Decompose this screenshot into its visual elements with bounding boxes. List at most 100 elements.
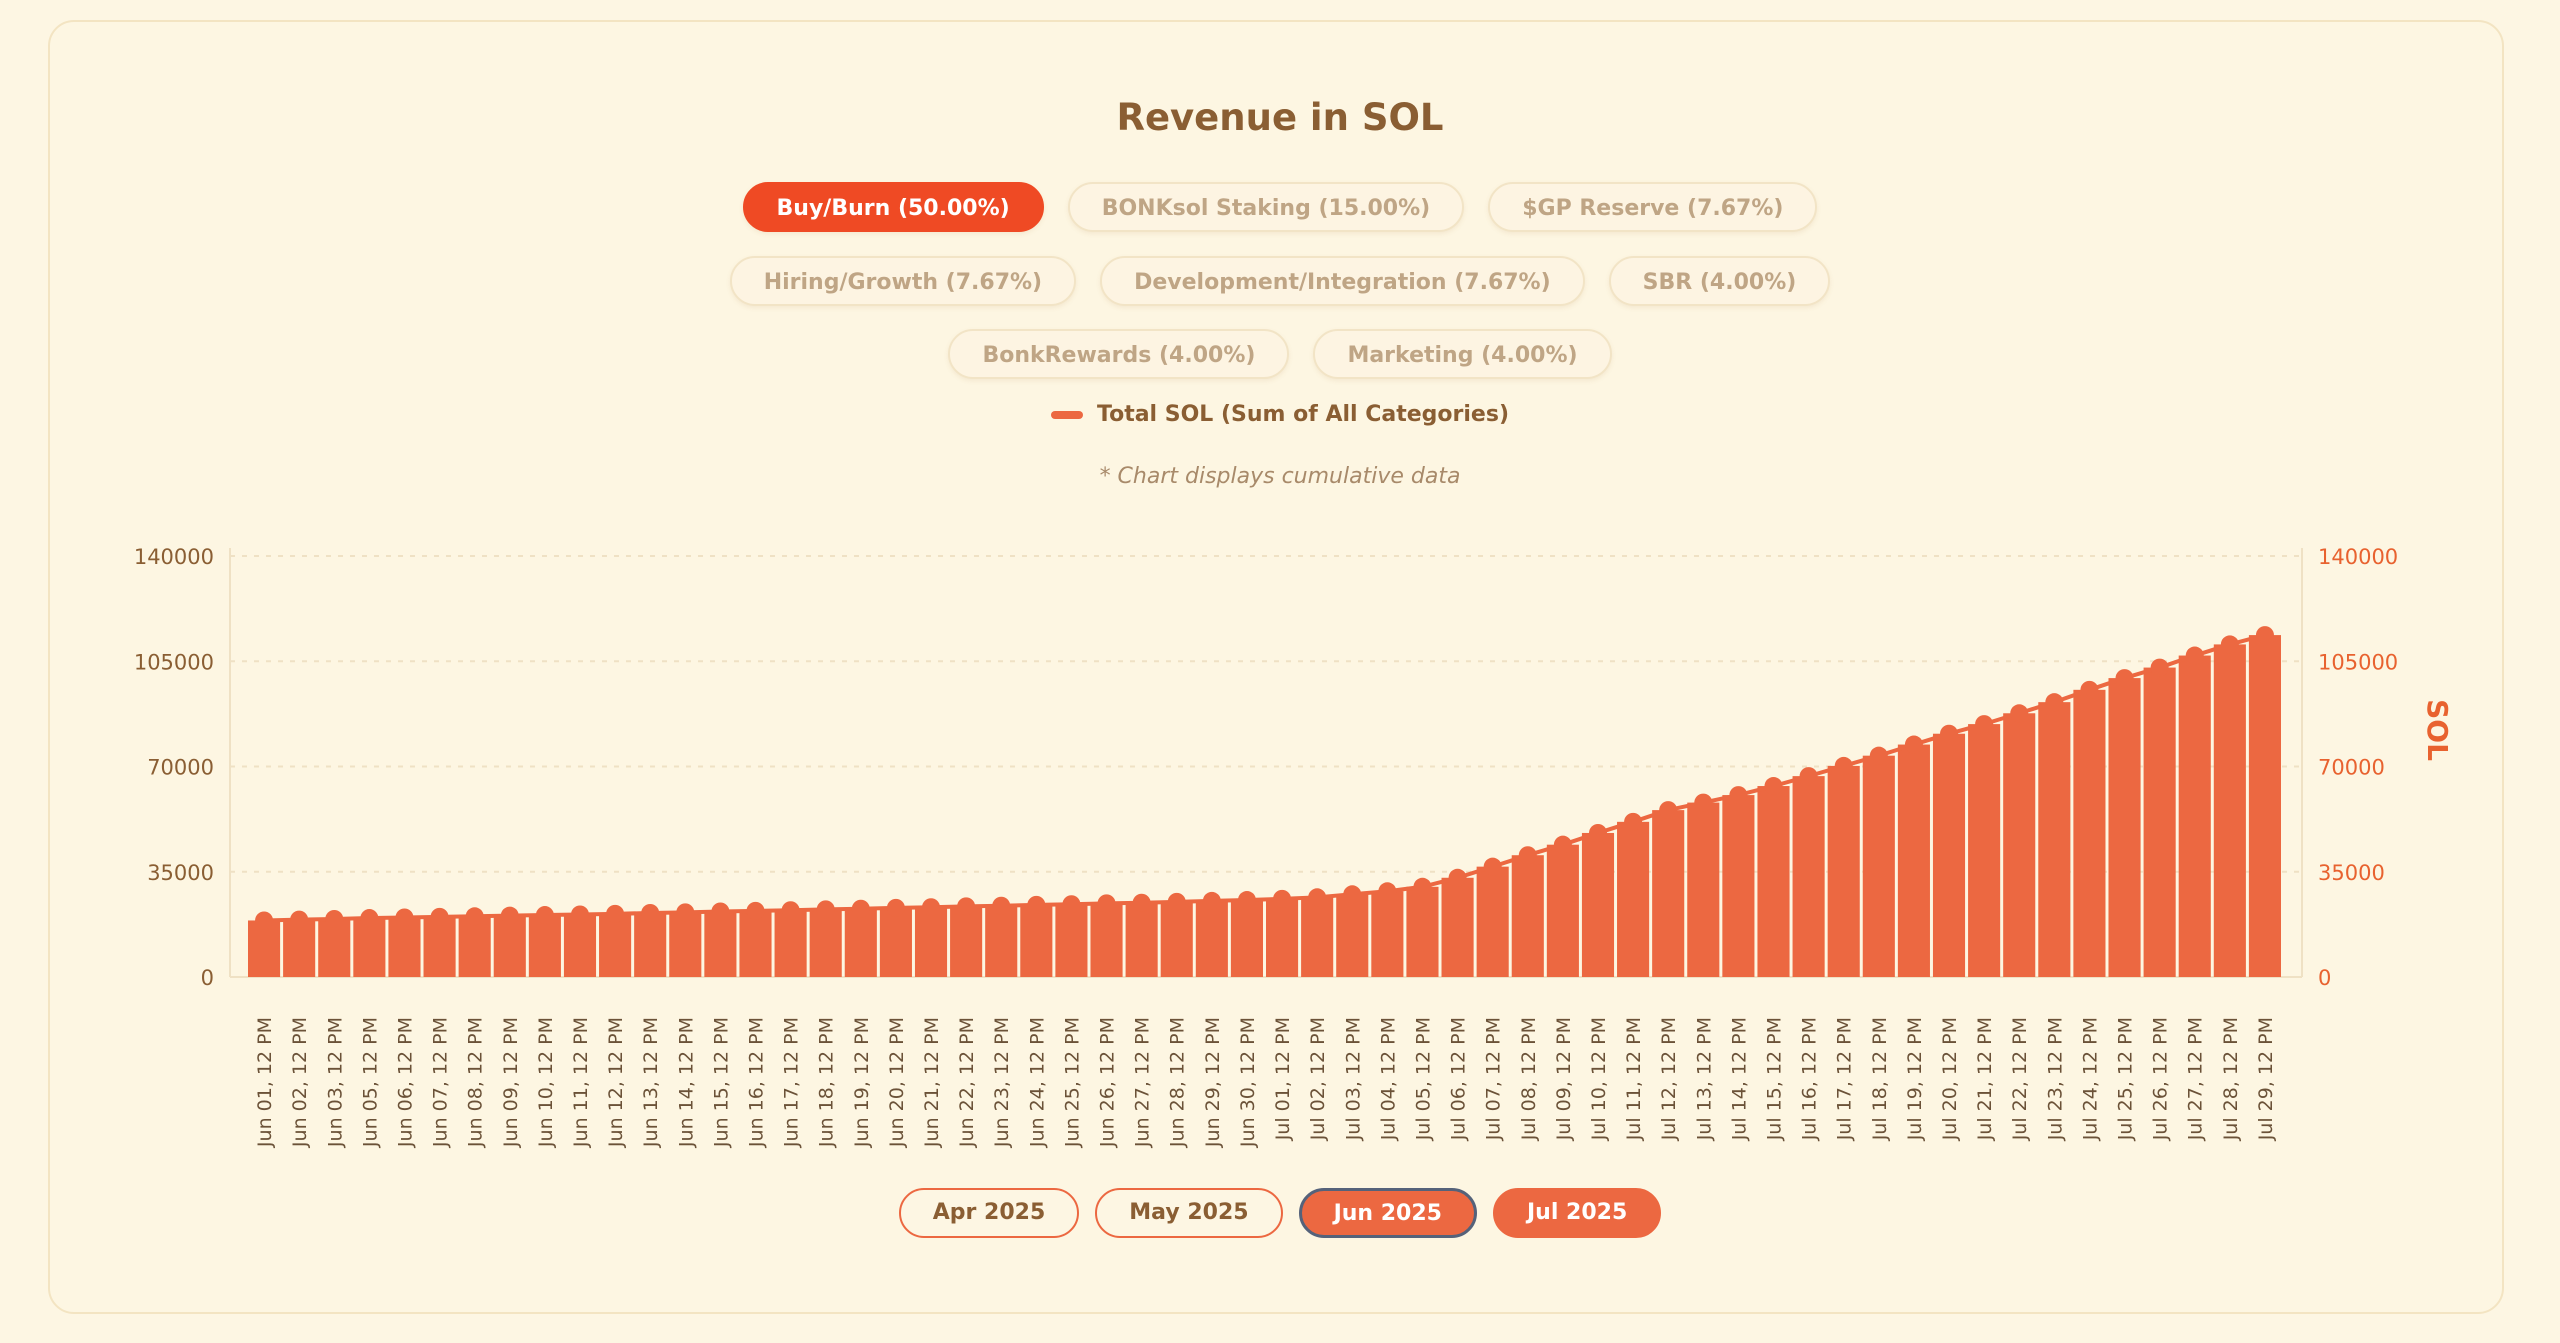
data-point[interactable] (2010, 704, 2029, 723)
bar[interactable] (1090, 903, 1123, 977)
bar[interactable] (1371, 891, 1404, 977)
data-point[interactable] (992, 896, 1011, 915)
data-point[interactable] (2080, 680, 2099, 699)
bar[interactable] (1160, 901, 1193, 977)
bar[interactable] (634, 912, 667, 977)
bar[interactable] (1968, 724, 2001, 977)
data-point[interactable] (1097, 894, 1116, 913)
data-point[interactable] (395, 908, 414, 927)
bar[interactable] (950, 906, 983, 977)
filter-pill-development-integration[interactable]: Development/Integration (7.67%) (1100, 256, 1585, 306)
bar[interactable] (1125, 902, 1158, 977)
data-point[interactable] (500, 906, 519, 925)
data-point[interactable] (2220, 635, 2239, 654)
data-point[interactable] (1448, 868, 1467, 887)
month-button-may-2025[interactable]: May 2025 (1095, 1188, 1283, 1238)
data-point[interactable] (1904, 735, 1923, 754)
bar[interactable] (669, 912, 702, 977)
bar[interactable] (1020, 904, 1053, 977)
bar[interactable] (1055, 904, 1088, 977)
data-point[interactable] (851, 899, 870, 918)
data-point[interactable] (1869, 746, 1888, 765)
bar[interactable] (2108, 678, 2141, 977)
data-point[interactable] (465, 907, 484, 926)
bar[interactable] (1617, 821, 1650, 977)
bar[interactable] (1546, 844, 1579, 977)
data-point[interactable] (1659, 801, 1678, 820)
data-point[interactable] (1132, 893, 1151, 912)
data-point[interactable] (1308, 888, 1327, 907)
data-point[interactable] (1518, 846, 1537, 865)
bar[interactable] (914, 907, 948, 977)
bar[interactable] (1441, 877, 1474, 977)
bar[interactable] (493, 915, 526, 977)
data-point[interactable] (1694, 793, 1713, 812)
bar[interactable] (283, 919, 316, 977)
data-point[interactable] (1413, 877, 1432, 896)
data-point[interactable] (2115, 669, 2134, 688)
bar[interactable] (423, 916, 456, 977)
month-button-jun-2025[interactable]: Jun 2025 (1298, 1188, 1477, 1238)
bar[interactable] (353, 918, 386, 977)
data-point[interactable] (1764, 777, 1783, 796)
filter-pill-bonkrewards[interactable]: BonkRewards (4.00%) (948, 329, 1290, 379)
data-point[interactable] (1027, 895, 1046, 914)
data-point[interactable] (360, 909, 379, 928)
filter-pill-gp-reserve[interactable]: $GP Reserve (7.67%) (1488, 182, 1818, 232)
data-point[interactable] (430, 907, 449, 926)
bar[interactable] (1195, 900, 1228, 977)
data-point[interactable] (1624, 812, 1643, 831)
bar[interactable] (2143, 667, 2176, 977)
data-point[interactable] (2045, 693, 2064, 712)
data-point[interactable] (1483, 857, 1502, 876)
filter-pill-bonksol-staking[interactable]: BONKsol Staking (15.00%) (1067, 182, 1465, 232)
bar[interactable] (1230, 900, 1263, 977)
data-point[interactable] (1975, 715, 1994, 734)
data-point[interactable] (676, 903, 695, 922)
bar[interactable] (1511, 855, 1544, 977)
bar[interactable] (739, 910, 772, 977)
data-point[interactable] (922, 898, 941, 917)
chart-legend[interactable]: Total SOL (Sum of All Categories) (0, 402, 2560, 427)
data-point[interactable] (711, 902, 730, 921)
data-point[interactable] (1378, 882, 1397, 901)
bar[interactable] (704, 911, 737, 977)
bar[interactable] (1757, 786, 1790, 977)
data-point[interactable] (1343, 885, 1362, 904)
data-point[interactable] (255, 911, 274, 930)
bar[interactable] (1897, 744, 1930, 977)
bar[interactable] (599, 913, 632, 977)
month-button-apr-2025[interactable]: Apr 2025 (898, 1188, 1080, 1238)
filter-pill-hiring-growth[interactable]: Hiring/Growth (7.67%) (729, 256, 1077, 306)
data-point[interactable] (570, 905, 589, 924)
bar[interactable] (809, 909, 842, 977)
data-point[interactable] (816, 900, 835, 919)
bar[interactable] (2038, 702, 2071, 977)
bar[interactable] (985, 905, 1018, 977)
bar[interactable] (1932, 733, 1966, 977)
bar[interactable] (318, 918, 351, 977)
bar[interactable] (563, 914, 597, 977)
bar[interactable] (2178, 655, 2211, 977)
data-point[interactable] (1202, 891, 1221, 910)
bar[interactable] (248, 920, 281, 977)
data-point[interactable] (886, 898, 905, 917)
data-point[interactable] (1237, 891, 1256, 910)
bar[interactable] (879, 907, 912, 977)
bar[interactable] (1301, 897, 1334, 977)
bar[interactable] (388, 917, 421, 977)
data-point[interactable] (2185, 646, 2204, 665)
data-point[interactable] (2255, 626, 2274, 645)
data-point[interactable] (290, 910, 309, 929)
data-point[interactable] (641, 903, 660, 922)
filter-pill-buy-burn[interactable]: Buy/Burn (50.00%) (742, 182, 1044, 232)
bar[interactable] (2073, 689, 2106, 977)
bar[interactable] (1652, 810, 1685, 977)
data-point[interactable] (1062, 895, 1081, 914)
bar[interactable] (458, 916, 491, 977)
bar[interactable] (774, 910, 807, 977)
data-point[interactable] (1834, 756, 1853, 775)
data-point[interactable] (535, 906, 554, 925)
bar[interactable] (1722, 795, 1755, 977)
month-button-jul-2025[interactable]: Jul 2025 (1492, 1188, 1662, 1238)
